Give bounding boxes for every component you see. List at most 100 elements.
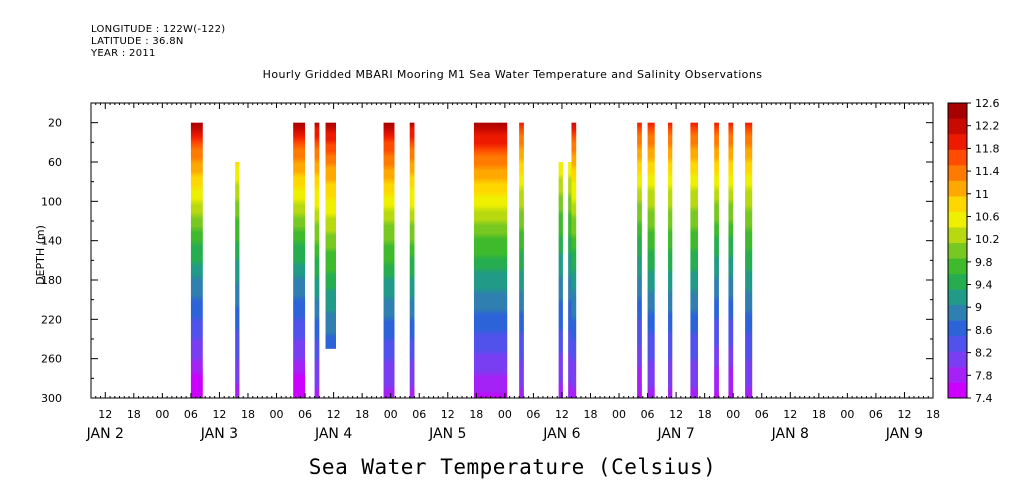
x-tick-label: 00 — [840, 408, 854, 421]
colorbar-label: 7.8 — [975, 369, 993, 382]
x-date-label: JAN 2 — [86, 426, 124, 442]
colorbar-swatch — [948, 211, 967, 228]
y-tick-label: 140 — [41, 235, 62, 248]
x-tick-label: 12 — [98, 408, 112, 421]
x-tick-label: 12 — [212, 408, 226, 421]
x-tick-label: 18 — [698, 408, 712, 421]
data-column — [690, 122, 699, 399]
colorbar-swatch — [948, 103, 967, 119]
data-column — [568, 162, 573, 398]
chart-title: Hourly Gridded MBARI Mooring M1 Sea Wate… — [262, 68, 763, 81]
colorbar-label: 10.6 — [975, 210, 1000, 223]
data-column — [473, 122, 508, 399]
y-tick-label: 60 — [48, 156, 62, 169]
x-tick-label: 00 — [155, 408, 169, 421]
x-tick-label: 18 — [241, 408, 255, 421]
colorbar-frame — [947, 102, 968, 399]
x-tick-label: 00 — [384, 408, 398, 421]
data-column — [383, 122, 395, 399]
longitude-label: LONGITUDE : 122W(-122) — [91, 24, 226, 35]
latitude-label: LATITUDE : 36.8N — [91, 36, 184, 47]
data-column — [519, 122, 524, 399]
data-columns — [190, 122, 753, 399]
colorbar-label: 9.8 — [975, 256, 993, 269]
data-column — [745, 122, 753, 399]
x-tick-label: 06 — [298, 408, 312, 421]
colorbar-label: 12.2 — [975, 120, 1000, 133]
data-column — [314, 122, 320, 399]
colorbar-label: 12.6 — [975, 97, 1000, 110]
x-tick-label: 18 — [583, 408, 597, 421]
axes: 12 18 00 06 12 18 00 06 12 18 00 06 12 18 00 06 12 18 00 06… — [41, 103, 940, 442]
colorbar-swatch — [948, 165, 967, 181]
y-tick-label: 260 — [41, 353, 62, 366]
x-tick-label: 06 — [526, 408, 540, 421]
colorbar-label: 8.6 — [975, 324, 993, 337]
x-date-label: JAN 3 — [200, 426, 238, 442]
x-date-label: JAN 7 — [656, 426, 694, 442]
x-tick-label: 18 — [469, 408, 483, 421]
colorbar-swatch — [948, 258, 967, 275]
y-tick-label: 300 — [41, 392, 62, 405]
data-column — [647, 122, 655, 399]
data-column — [235, 162, 240, 398]
data-column — [409, 122, 415, 399]
colorbar: 7.4 7.8 8.2 8.6 9 9.4 9.8 10.2 10.6 11 11.4 11.8 12.… — [947, 97, 1000, 405]
x-tick-label: 12 — [555, 408, 569, 421]
x-tick-label: 12 — [783, 408, 797, 421]
data-column — [637, 122, 642, 399]
data-column — [571, 122, 577, 399]
colorbar-swatch — [948, 320, 967, 337]
year-label: YEAR : 2011 — [91, 48, 156, 59]
x-tick-label: 18 — [812, 408, 826, 421]
y-axis-label: DEPTH (m) — [34, 225, 47, 285]
colorbar-swatch — [948, 366, 967, 383]
x-date-label: JAN 9 — [885, 426, 923, 442]
colorbar-label: 9.4 — [975, 279, 993, 292]
data-column — [728, 122, 734, 399]
x-date-label: JAN 4 — [314, 426, 352, 442]
x-date-label: JAN 5 — [428, 426, 466, 442]
colorbar-swatch — [948, 289, 967, 306]
colorbar-swatch — [948, 382, 967, 399]
data-column — [714, 122, 719, 399]
data-column — [190, 122, 203, 399]
x-tick-label: 00 — [612, 408, 626, 421]
colorbar-swatch — [948, 227, 967, 244]
colorbar-swatch — [948, 304, 967, 321]
colorbar-label: 11.4 — [975, 165, 1000, 178]
x-tick-label: 18 — [355, 408, 369, 421]
colorbar-label: 8.2 — [975, 347, 993, 360]
y-tick-label: 220 — [41, 313, 62, 326]
x-tick-label: 00 — [726, 408, 740, 421]
x-tick-label: 12 — [327, 408, 341, 421]
colorbar-label: 7.4 — [975, 392, 993, 405]
x-tick-label: 12 — [897, 408, 911, 421]
colorbar-label: 9 — [975, 301, 982, 314]
colorbar-swatch — [948, 196, 967, 212]
x-tick-label: 12 — [669, 408, 683, 421]
x-tick-label: 12 — [441, 408, 455, 421]
colorbar-swatch — [948, 149, 967, 166]
x-tick-label: 06 — [412, 408, 426, 421]
colorbar-swatch — [948, 134, 967, 150]
data-column — [325, 122, 336, 349]
x-tick-label: 06 — [184, 408, 198, 421]
colorbar-swatch — [948, 335, 967, 352]
colorbar-swatch — [948, 273, 967, 290]
data-column — [558, 162, 563, 398]
x-tick-label: 18 — [926, 408, 940, 421]
colorbar-swatch — [948, 242, 967, 259]
data-column — [293, 122, 306, 399]
x-tick-label: 06 — [869, 408, 883, 421]
colorbar-label: 11 — [975, 188, 989, 201]
data-column — [668, 122, 673, 399]
x-tick-label: 06 — [641, 408, 655, 421]
y-tick-label: 100 — [41, 195, 62, 208]
colorbar-swatch — [948, 351, 967, 368]
plot-frame — [90, 102, 934, 399]
x-axis-label: Sea Water Temperature (Celsius) — [308, 455, 717, 479]
x-tick-label: 18 — [127, 408, 141, 421]
colorbar-swatch — [948, 118, 967, 135]
colorbar-swatch — [948, 180, 967, 197]
